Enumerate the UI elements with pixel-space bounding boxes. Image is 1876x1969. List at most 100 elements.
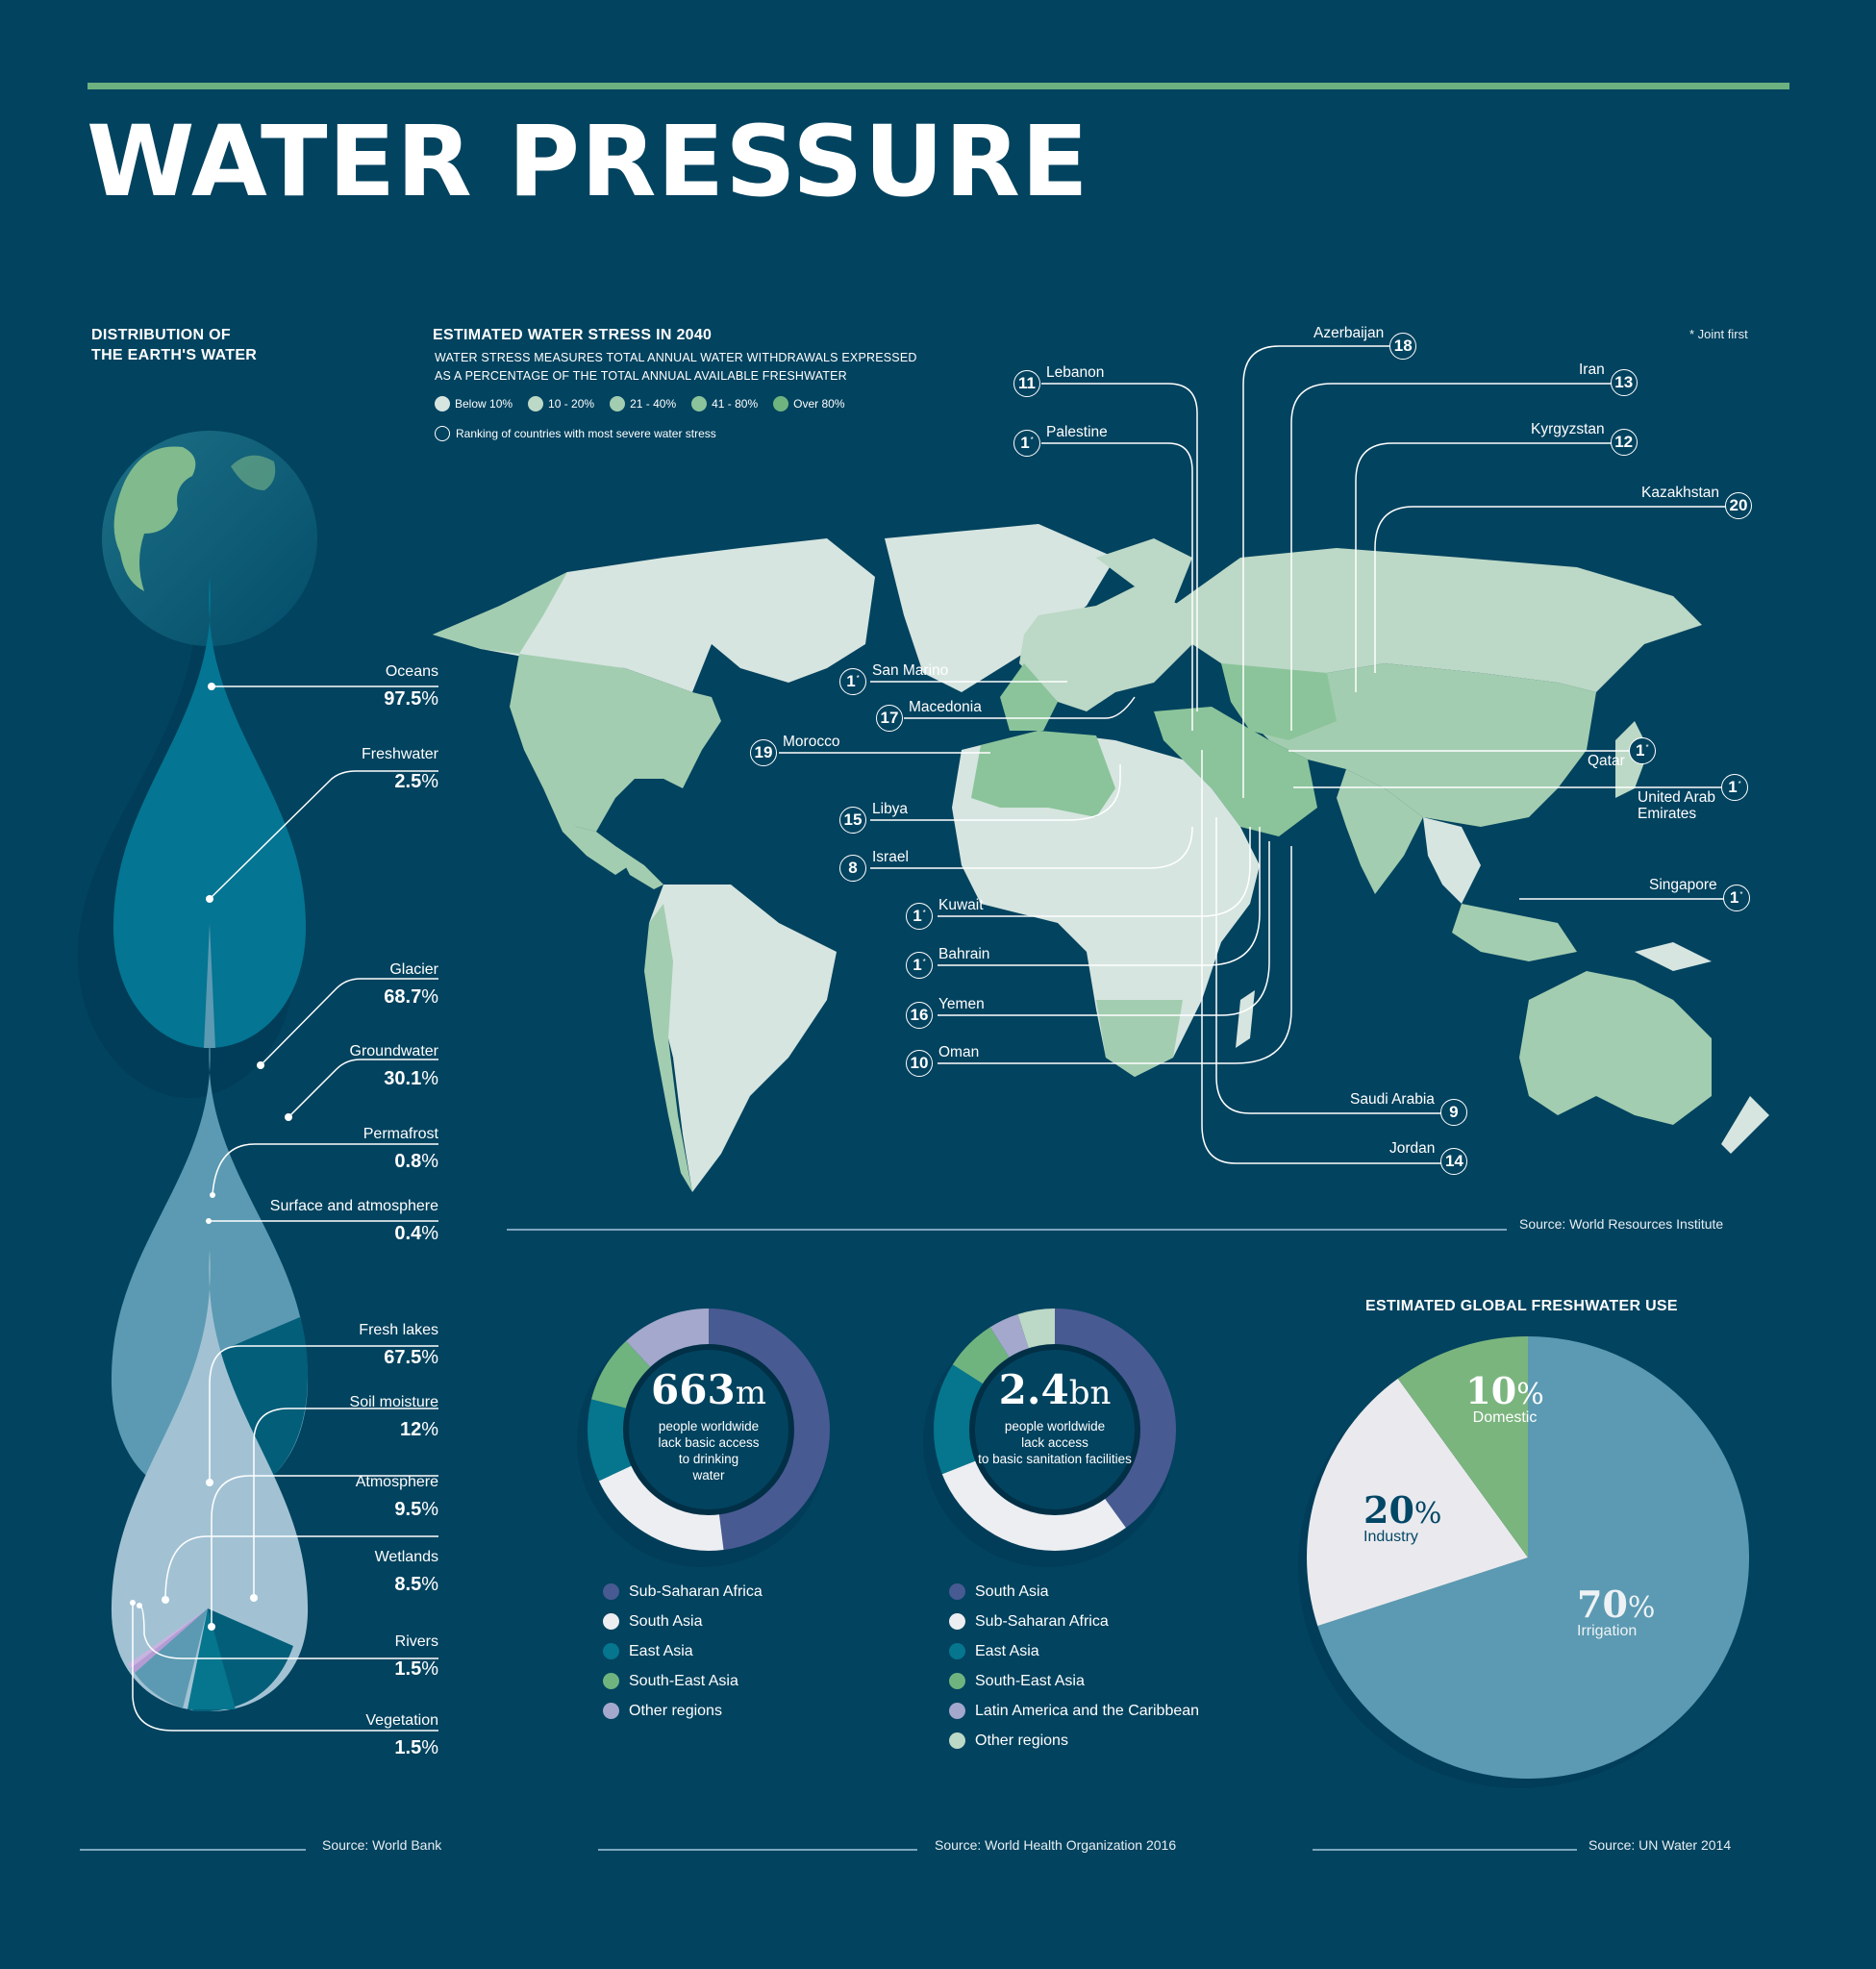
dist-label: Groundwater <box>349 1043 439 1059</box>
country-label: Oman <box>938 1044 980 1060</box>
callout-palestine[interactable]: 1 * Palestine <box>1013 424 1108 457</box>
who-source: Source: World Health Organization 2016 <box>935 1837 1177 1853</box>
legend-swatch <box>603 1673 619 1689</box>
country-label: Libya <box>872 801 909 817</box>
callout-morocco[interactable]: 19 Morocco <box>750 734 839 766</box>
callout-lebanon[interactable]: 11 Lebanon <box>1013 364 1104 397</box>
drinking-water-donut <box>577 1309 830 1567</box>
legend-item-10-20: 10 - 20% <box>528 396 594 411</box>
rank-badge: 1 * <box>1722 885 1750 911</box>
dist-item-groundwater: Groundwater 30.1% <box>188 1043 439 1090</box>
callout-san-marino[interactable]: 1 * San Marino <box>839 662 948 695</box>
legend-item-21-40: 21 - 40% <box>610 396 676 411</box>
legend-swatch <box>949 1583 965 1600</box>
dist-item-surface-atmosphere: Surface and atmosphere 0.4% <box>188 1198 438 1245</box>
legend-swatch <box>949 1643 965 1659</box>
dist-item-freshwater: Freshwater 2.5% <box>188 746 438 793</box>
legend-swatch <box>528 396 544 411</box>
pie-slice-label: Industry <box>1363 1529 1418 1545</box>
rank-badge: 1 * <box>1013 430 1040 457</box>
callout-israel[interactable]: 8 Israel <box>839 849 909 882</box>
callout-kazakhstan[interactable]: Kazakhstan 20 <box>1641 485 1752 519</box>
world-map <box>433 524 1769 1192</box>
distribution-title-line1: DISTRIBUTION OF <box>91 327 231 343</box>
dist-label: Atmosphere <box>355 1474 438 1490</box>
legend-label: 21 - 40% <box>630 397 677 411</box>
legend-swatch <box>610 396 626 411</box>
distribution-title-line2: THE EARTH'S WATER <box>91 347 258 363</box>
callout-kyrgyzstan[interactable]: Kyrgyzstan 12 <box>1531 421 1638 456</box>
country-label: Kuwait <box>938 897 984 913</box>
dist-item-soil-moisture: Soil moisture 12% <box>188 1394 438 1441</box>
callout-iran[interactable]: Iran 13 <box>1579 361 1638 396</box>
dist-value: 1.5% <box>394 1658 438 1680</box>
callout-libya[interactable]: 15 Libya <box>839 801 908 834</box>
dist-item-glacier: Glacier 68.7% <box>188 961 438 1009</box>
dist-label: Wetlands <box>374 1549 438 1565</box>
callout-singapore[interactable]: Singapore 1 * <box>1649 877 1750 911</box>
country-label: Singapore <box>1649 877 1717 893</box>
callout-macedonia[interactable]: 17 Macedonia <box>876 699 982 732</box>
callout-azerbaijan[interactable]: Azerbaijan 18 <box>1313 325 1417 360</box>
freshwater-use-title: ESTIMATED GLOBAL FRESHWATER USE <box>1365 1298 1678 1314</box>
legend-item: Sub-Saharan Africa <box>603 1577 763 1607</box>
rank-badge: 17 <box>876 705 903 732</box>
callout-jordan[interactable]: Jordan 14 <box>1389 1140 1468 1175</box>
page-title: WATER PRESSURE <box>87 105 1089 219</box>
legend-swatch <box>949 1613 965 1630</box>
country-label: Kyrgyzstan <box>1531 421 1605 437</box>
legend-swatch <box>435 396 450 411</box>
rank-badge: 1 * <box>906 903 933 930</box>
legend-label: Over 80% <box>793 397 845 411</box>
legend-item: South-East Asia <box>603 1666 763 1696</box>
dist-item-fresh-lakes: Fresh lakes 67.5% <box>188 1322 438 1369</box>
callout-oman[interactable]: 10 Oman <box>906 1044 979 1077</box>
callout-yemen[interactable]: 16 Yemen <box>906 996 985 1029</box>
pie-pct: 70% <box>1577 1583 1656 1626</box>
dist-value: 9.5% <box>394 1499 438 1520</box>
legend-item: Other regions <box>949 1726 1199 1756</box>
un-water-source: Source: UN Water 2014 <box>1588 1837 1732 1853</box>
legend-item: South-East Asia <box>949 1666 1199 1696</box>
callout-united-arab-emirates[interactable]: United Arab Emirates 1 * <box>1638 774 1748 822</box>
rank-badge: 20 <box>1725 492 1752 519</box>
country-label: Morocco <box>783 734 840 750</box>
legend-swatch <box>603 1583 619 1600</box>
rank-badge: 1 * <box>1721 774 1748 801</box>
legend-swatch <box>949 1673 965 1689</box>
rank-badge: 14 <box>1440 1148 1468 1175</box>
country-label: Saudi Arabia <box>1350 1091 1435 1108</box>
sanitation-center: 2.4bn people worldwide lack access to ba… <box>949 1370 1161 1467</box>
water-drops-graphic <box>77 431 438 1732</box>
pie-pct: 20% <box>1363 1488 1442 1532</box>
sanitation-big-number: 2.4bn <box>998 1366 1112 1413</box>
pie-pct: 10% <box>1465 1369 1544 1412</box>
map-source-divider <box>507 1229 1507 1231</box>
map-leader-lines <box>779 345 1726 1164</box>
drinking-water-center: 663m people worldwide lack basic access … <box>613 1370 805 1483</box>
callout-kuwait[interactable]: 1 * Kuwait <box>906 897 984 930</box>
legend-swatch <box>603 1613 619 1630</box>
pie-slice-label: Irrigation <box>1577 1623 1638 1639</box>
rank-badge: 10 <box>906 1050 933 1077</box>
dist-value: 0.8% <box>394 1151 438 1172</box>
country-label: Kazakhstan <box>1641 485 1719 501</box>
country-label: San Marino <box>872 662 949 679</box>
legend-item: Sub-Saharan Africa <box>949 1607 1199 1636</box>
dist-label: Freshwater <box>361 746 438 762</box>
joint-first-note: * Joint first <box>1689 327 1748 341</box>
pie-label-industry: 20% Industry <box>1363 1492 1441 1546</box>
callout-qatar[interactable]: Qatar 1 * <box>1588 737 1656 770</box>
map-source: Source: World Resources Institute <box>1519 1216 1724 1232</box>
callout-bahrain[interactable]: 1 * Bahrain <box>906 946 989 979</box>
map-subtitle-line2: AS A PERCENTAGE OF THE TOTAL ANNUAL AVAI… <box>435 369 847 383</box>
dist-item-atmosphere: Atmosphere 9.5% <box>188 1474 438 1521</box>
rank-badge: 11 <box>1013 370 1040 397</box>
pie-label-irrigation: 70% Irrigation <box>1577 1586 1655 1640</box>
dist-label: Vegetation <box>365 1712 438 1729</box>
callout-saudi-arabia[interactable]: Saudi Arabia 9 <box>1350 1091 1467 1126</box>
dist-value: 8.5% <box>394 1574 438 1595</box>
dist-item-vegetation: Vegetation 1.5% <box>188 1712 438 1759</box>
dist-value: 30.1% <box>384 1068 438 1089</box>
rank-badge: 16 <box>906 1002 933 1029</box>
